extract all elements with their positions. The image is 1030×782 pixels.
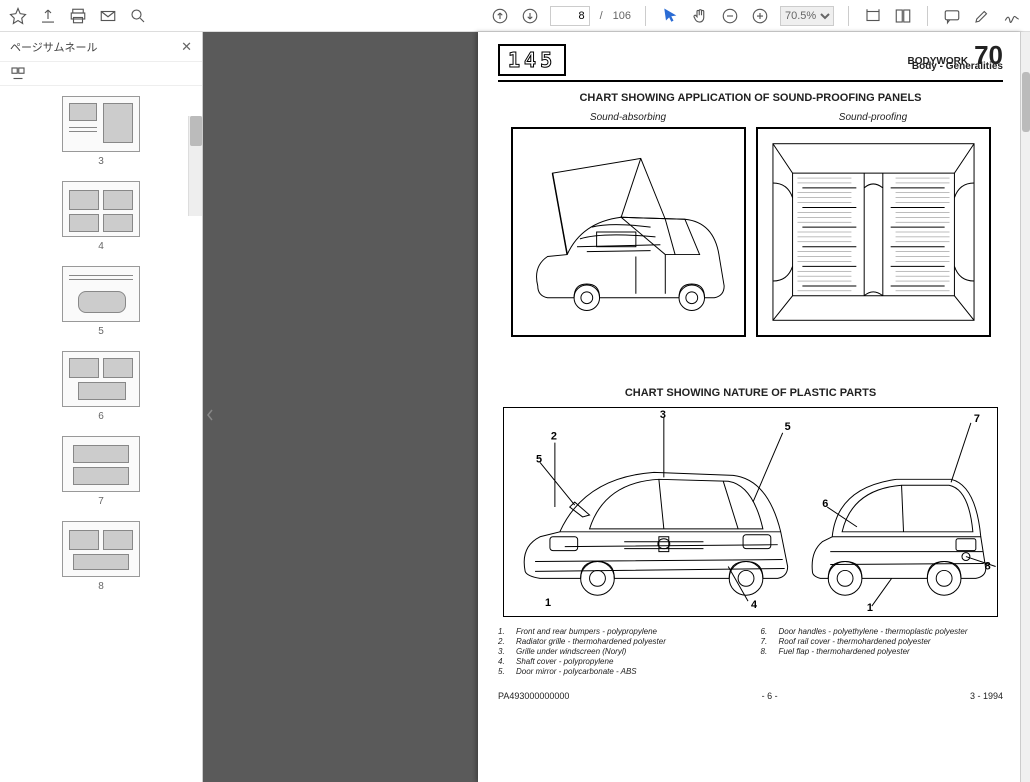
legend-text: Door mirror - polycarbonate - ABS <box>516 667 637 676</box>
fig1-label: Sound-absorbing <box>590 112 666 123</box>
doc-section-sub: Body - Generalities <box>912 61 1003 72</box>
star-icon[interactable] <box>8 6 28 26</box>
legend-left: 1. Front and rear bumpers - polypropylene… <box>498 627 741 677</box>
sign-icon[interactable] <box>1002 6 1022 26</box>
thumbnail-number: 3 <box>98 156 104 167</box>
callout: 3 <box>660 409 666 421</box>
sidebar-collapse-handle[interactable] <box>203 400 217 430</box>
hand-icon[interactable] <box>690 6 710 26</box>
legend-num: 1. <box>498 627 510 636</box>
thumbnail-number: 4 <box>98 241 104 252</box>
sidebar: ページサムネール ✕ 3 4 5 <box>0 32 203 782</box>
viewer-gutter <box>203 32 478 782</box>
callout: 6 <box>822 498 828 510</box>
main: ページサムネール ✕ 3 4 5 <box>0 32 1030 782</box>
callout: 1 <box>867 602 873 614</box>
legend-num: 4. <box>498 657 510 666</box>
legend-text: Radiator grille - thermohardened polyest… <box>516 637 666 646</box>
sidebar-title: ページサムネール <box>10 39 98 55</box>
thumbnail[interactable]: 8 <box>62 521 140 592</box>
fig2-label: Sound-proofing <box>839 112 907 123</box>
chart2-figure: 5 2 3 5 1 4 7 6 1 8 <box>503 407 998 617</box>
thumbnails-list: 3 4 5 6 7 <box>0 86 202 782</box>
zoom-out-icon[interactable] <box>720 6 740 26</box>
page-number-input[interactable] <box>550 6 590 26</box>
thumbnail[interactable]: 3 <box>62 96 140 167</box>
legend-text: Roof rail cover - thermohardened polyest… <box>779 637 931 646</box>
vertical-scrollbar[interactable] <box>1020 32 1030 782</box>
legend-text: Shaft cover - polypropylene <box>516 657 613 666</box>
callout: 2 <box>551 431 557 443</box>
comment-icon[interactable] <box>942 6 962 26</box>
callout: 5 <box>536 453 542 465</box>
thumbnail-number: 8 <box>98 581 104 592</box>
chart1-figures: Sound-absorbing <box>498 112 1003 337</box>
sidebar-header: ページサムネール ✕ <box>0 32 202 62</box>
zoom-select[interactable]: 70.5% <box>780 6 834 26</box>
footer-left: PA493000000000 <box>498 691 569 701</box>
fig1-box <box>511 127 746 337</box>
footer-center: - 6 - <box>762 691 778 701</box>
legend-text: Front and rear bumpers - polypropylene <box>516 627 657 636</box>
doc-header: 145 BODYWORK70 Body - Generalities <box>498 44 1003 82</box>
print-icon[interactable] <box>68 6 88 26</box>
legend: 1. Front and rear bumpers - polypropylene… <box>498 627 1003 677</box>
upload-icon[interactable] <box>38 6 58 26</box>
doc-footer: PA493000000000 - 6 - 3 - 1994 <box>498 691 1003 701</box>
legend-text: Fuel flap - thermohardened polyester <box>779 647 910 656</box>
thumbnail[interactable]: 5 <box>62 266 140 337</box>
callout: 1 <box>545 597 551 609</box>
thumbnail[interactable]: 7 <box>62 436 140 507</box>
chart2-title: CHART SHOWING NATURE OF PLASTIC PARTS <box>498 387 1003 399</box>
thumbnail-number: 6 <box>98 411 104 422</box>
zoom-in-icon[interactable] <box>750 6 770 26</box>
callout: 8 <box>985 560 991 572</box>
page-up-icon[interactable] <box>490 6 510 26</box>
pointer-icon[interactable] <box>660 6 680 26</box>
callout: 4 <box>751 599 757 611</box>
fig2-box <box>756 127 991 337</box>
legend-num: 3. <box>498 647 510 656</box>
legend-num: 7. <box>761 637 773 646</box>
viewer: 145 BODYWORK70 Body - Generalities CHART… <box>203 32 1030 782</box>
sidebar-scrollbar[interactable] <box>188 116 202 216</box>
doc-logo: 145 <box>498 44 566 76</box>
highlight-icon[interactable] <box>972 6 992 26</box>
sidebar-tools <box>0 62 202 86</box>
toolbar: / 106 70.5% <box>0 0 1030 32</box>
thumb-options-icon[interactable] <box>8 64 28 84</box>
callout: 5 <box>785 421 791 433</box>
legend-num: 6. <box>761 627 773 636</box>
thumbnail[interactable]: 6 <box>62 351 140 422</box>
chart1-title: CHART SHOWING APPLICATION OF SOUND-PROOF… <box>498 92 1003 104</box>
legend-num: 2. <box>498 637 510 646</box>
document-page: 145 BODYWORK70 Body - Generalities CHART… <box>478 32 1023 782</box>
search-icon[interactable] <box>128 6 148 26</box>
thumbnail-number: 7 <box>98 496 104 507</box>
legend-right: 6. Door handles - polyethylene - thermopl… <box>761 627 1004 677</box>
page-down-icon[interactable] <box>520 6 540 26</box>
thumbnail[interactable]: 4 <box>62 181 140 252</box>
mail-icon[interactable] <box>98 6 118 26</box>
legend-text: Door handles - polyethylene - thermoplas… <box>779 627 968 636</box>
page-separator: / <box>600 10 603 22</box>
footer-right: 3 - 1994 <box>970 691 1003 701</box>
page-total: 106 <box>613 10 631 22</box>
legend-text: Grille under windscreen (Noryl) <box>516 647 626 656</box>
thumbnail-number: 5 <box>98 326 104 337</box>
page-view-icon[interactable] <box>893 6 913 26</box>
legend-num: 5. <box>498 667 510 676</box>
sidebar-close-icon[interactable]: ✕ <box>181 39 192 55</box>
callout: 7 <box>974 413 980 425</box>
legend-num: 8. <box>761 647 773 656</box>
fit-width-icon[interactable] <box>863 6 883 26</box>
